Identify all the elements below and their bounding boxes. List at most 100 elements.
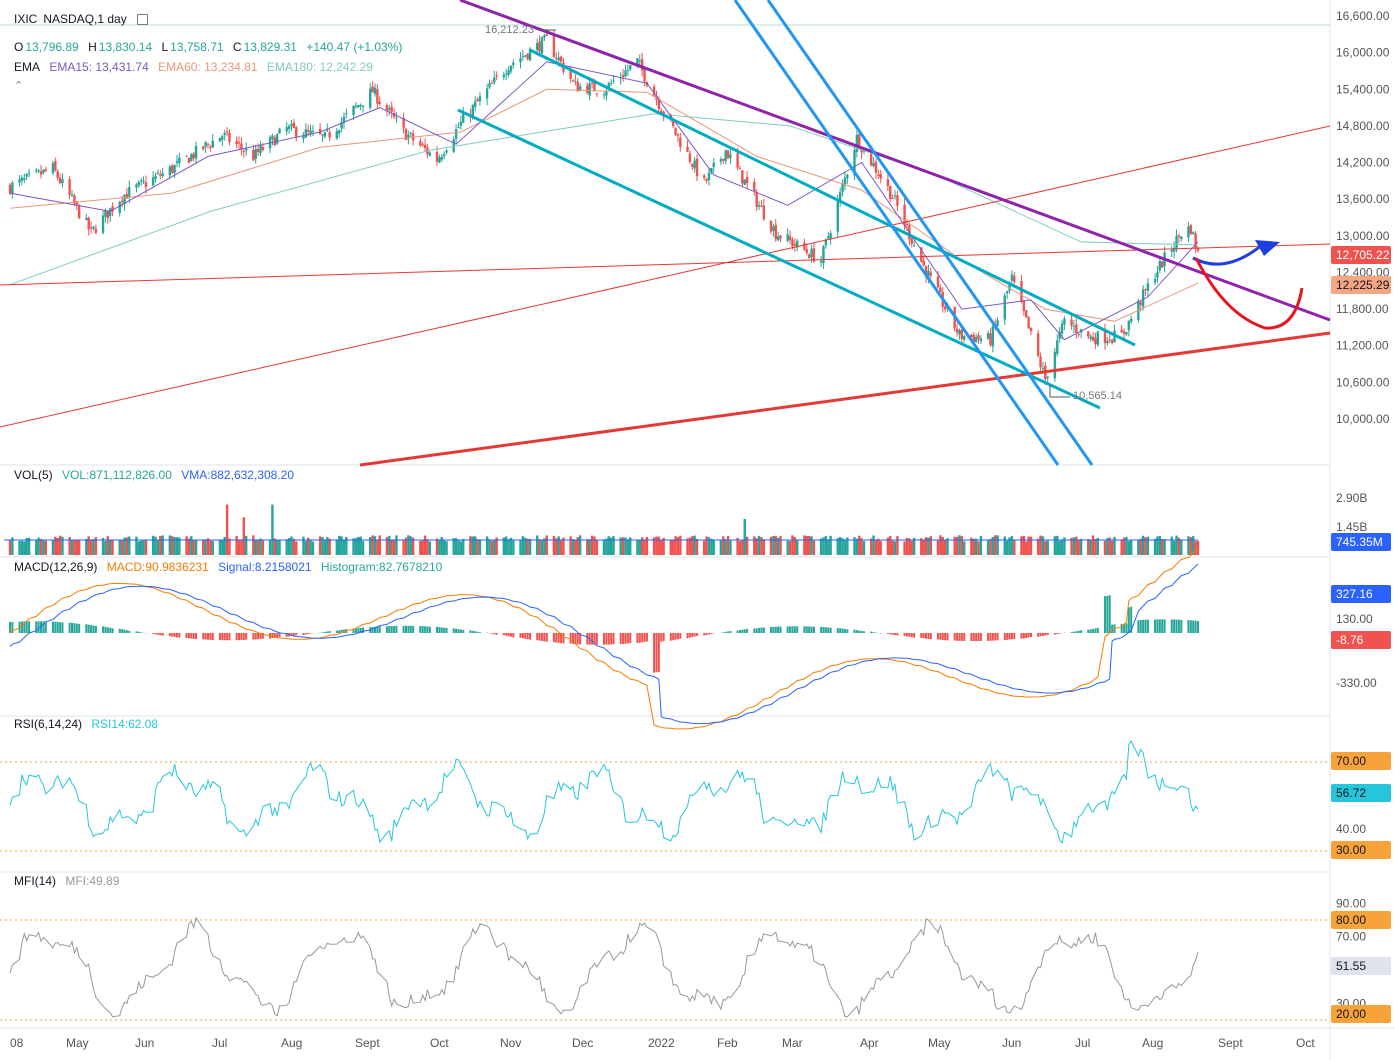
candle-body xyxy=(295,127,298,138)
candle-body xyxy=(889,185,892,199)
volume-bar xyxy=(1187,536,1190,555)
volume-bar xyxy=(1172,540,1176,555)
macd-histogram-bar xyxy=(1192,620,1195,633)
candle-body xyxy=(1046,376,1049,378)
macd-histogram-bar xyxy=(724,631,727,633)
red-channel-upper-1 xyxy=(0,243,1331,286)
volume-bar xyxy=(586,539,589,555)
candle-body xyxy=(228,132,231,143)
volume-bar xyxy=(61,536,64,555)
candle-body xyxy=(793,243,797,246)
candle-body xyxy=(256,149,260,153)
volume-bar xyxy=(741,540,744,555)
candle-body xyxy=(11,182,14,194)
volume-bar xyxy=(252,535,255,555)
macd-histogram-bar xyxy=(855,630,858,633)
volume-bar xyxy=(996,535,999,555)
volume-bar xyxy=(178,537,181,555)
volume-bar xyxy=(1194,541,1197,555)
macd-histogram-bar xyxy=(44,621,47,633)
volume-bar xyxy=(509,537,513,555)
volume-bar xyxy=(538,539,541,555)
candle-body xyxy=(225,131,229,133)
candle-body xyxy=(652,86,656,96)
candle-body xyxy=(404,129,408,141)
macd-histogram-bar xyxy=(1156,619,1159,633)
macd-histogram-bar xyxy=(624,633,627,644)
volume-bar xyxy=(419,540,422,555)
macd-label[interactable]: MACD(12,26,9) xyxy=(14,560,98,574)
volume-bar xyxy=(39,538,43,555)
vol-label[interactable]: VOL(5) xyxy=(14,468,53,482)
volume-bar xyxy=(636,540,639,555)
candle-body xyxy=(1058,331,1061,339)
candle-body xyxy=(669,114,672,120)
macd-histogram-bar xyxy=(428,626,431,633)
macd-histogram-bar xyxy=(579,633,582,645)
volume-bar xyxy=(228,538,231,555)
macd-histogram-bar xyxy=(278,633,281,638)
macd-histogram-bar xyxy=(738,630,741,633)
volume-bar xyxy=(1177,537,1181,555)
volume-bar xyxy=(793,537,797,555)
candle-body xyxy=(738,168,742,170)
candle-body xyxy=(254,148,257,159)
ema-label[interactable]: EMA xyxy=(14,60,41,74)
volume-bar xyxy=(376,540,379,555)
candle-body xyxy=(1192,232,1195,235)
macd-histogram-bar xyxy=(626,633,629,644)
macd-histogram-bar xyxy=(927,633,930,639)
candle-body xyxy=(171,165,174,173)
macd-histogram-bar xyxy=(736,630,739,633)
volume-bar xyxy=(657,536,661,555)
symbol-name[interactable]: IXIC xyxy=(14,12,38,26)
candle-body xyxy=(891,197,894,199)
settings-icon[interactable] xyxy=(136,14,148,26)
volume-bar xyxy=(729,540,732,555)
volume-bar xyxy=(536,535,539,555)
candle-body xyxy=(101,215,105,233)
candle-body xyxy=(724,150,727,162)
macd-histogram-bar xyxy=(135,631,138,633)
macd-histogram-bar xyxy=(1053,633,1056,635)
volume-bar xyxy=(819,538,823,555)
macd-histogram-bar xyxy=(569,633,572,644)
candle-body xyxy=(989,333,992,345)
candle-body xyxy=(42,169,45,173)
rsi-30-tag-bg xyxy=(1331,841,1391,859)
candle-body xyxy=(836,201,839,232)
volume-bar xyxy=(237,540,241,555)
macd-histogram-bar xyxy=(526,633,529,640)
volume-bar xyxy=(963,541,966,555)
candle-body xyxy=(943,306,947,310)
macd-histogram-bar xyxy=(340,629,343,633)
macd-histogram-bar xyxy=(462,629,465,633)
macd-histogram-bar xyxy=(908,633,911,637)
time-axis-label: Sept xyxy=(355,1036,380,1050)
macd-histogram-bar xyxy=(1039,633,1042,637)
volume-bar xyxy=(25,537,28,555)
macd-histogram-bar xyxy=(669,633,672,641)
candle-body xyxy=(521,56,525,58)
macd-histogram-bar xyxy=(536,633,539,641)
volume-bar xyxy=(352,538,355,555)
macd-histogram-bar xyxy=(989,633,992,641)
collapse-chevron[interactable]: ⌃ xyxy=(14,80,24,92)
macd-histogram-bar xyxy=(994,633,997,641)
volume-bar xyxy=(879,541,882,555)
candle-body xyxy=(1089,336,1092,339)
macd-histogram-bar xyxy=(576,633,579,645)
volume-bar xyxy=(872,535,875,555)
volume-bar xyxy=(504,536,508,555)
macd-histogram-bar xyxy=(509,633,512,637)
candle-body xyxy=(323,132,327,137)
volume-bar xyxy=(378,535,381,555)
rsi-label[interactable]: RSI(6,14,24) xyxy=(14,717,83,731)
candle-body xyxy=(719,159,723,162)
mfi-label[interactable]: MFI(14) xyxy=(14,874,56,888)
volume-bar xyxy=(135,536,138,555)
candle-body xyxy=(569,69,572,80)
volume-bar xyxy=(557,536,560,555)
macd-histogram-bar xyxy=(610,633,613,645)
